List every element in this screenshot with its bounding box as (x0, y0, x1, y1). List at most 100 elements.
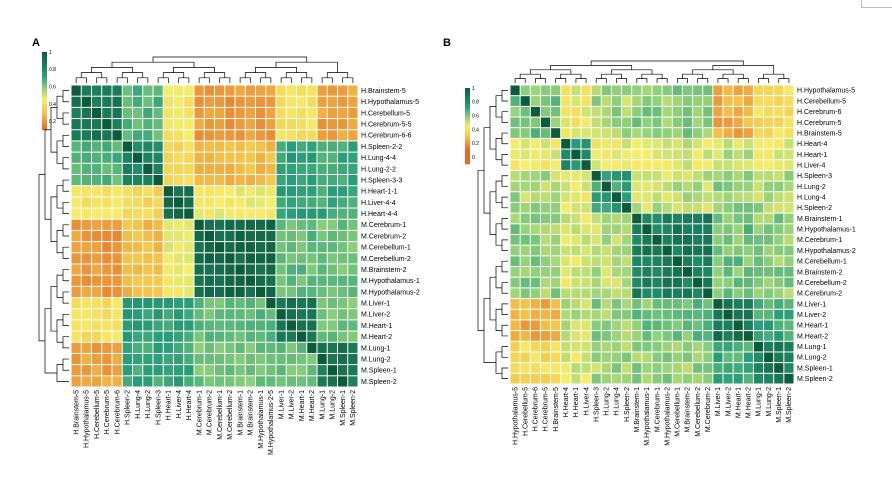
dendrogram-branch (62, 90, 69, 103)
heatmap-cell (225, 219, 235, 230)
heatmap-cell (530, 320, 540, 331)
heatmap-cell (81, 353, 91, 365)
heatmap-cell (530, 235, 540, 245)
heatmap-cell (194, 107, 204, 119)
heatmap-cell (348, 152, 358, 163)
column-label: M.Hypothalamus-2-5 (268, 390, 275, 455)
heatmap-cell (540, 235, 551, 245)
heatmap-cell (235, 230, 245, 242)
heatmap-cell (642, 170, 652, 181)
heatmap-cell (327, 230, 337, 242)
heatmap-cell (143, 342, 153, 353)
heatmap-cell (693, 341, 703, 352)
heatmap-cell (174, 275, 184, 286)
heatmap-cell (743, 96, 753, 106)
column-label: M.Spleen-1 (340, 390, 347, 426)
dendrogram-branch (501, 282, 508, 294)
heatmap-cell (286, 253, 296, 264)
heatmap-cell (622, 138, 632, 149)
heatmap-cell (784, 170, 794, 181)
heatmap-cell (143, 85, 153, 96)
heatmap-cell (112, 174, 122, 186)
heatmap-cell (743, 235, 753, 245)
column-label: H.Cerebellum-5 (94, 390, 101, 439)
panel-a-column-labels: H.Brainstem-5 H.Hypothalamus-5 H.Cerebellu… (73, 390, 357, 455)
heatmap-cell (215, 353, 225, 365)
heatmap-cell (225, 85, 235, 96)
heatmap-cell (520, 181, 530, 192)
heatmap-cell (784, 128, 794, 138)
heatmap-cell (256, 96, 266, 107)
row-label: M.Spleen-2 (361, 379, 397, 386)
dendrogram-branch (778, 78, 790, 83)
heatmap-cell (672, 363, 682, 373)
heatmap-cell (143, 186, 153, 197)
heatmap-cell (112, 141, 122, 152)
heatmap-cell (204, 376, 214, 387)
heatmap-cell (662, 235, 672, 245)
row-label: M.Cerebrum-1 (797, 237, 842, 244)
row-label: M.Spleen-2 (797, 376, 833, 383)
heatmap-cell (561, 320, 571, 331)
heatmap-cell (235, 309, 245, 320)
heatmap-cell (163, 264, 173, 275)
heatmap-cell (256, 174, 266, 186)
heatmap-cell (581, 149, 591, 160)
heatmap-cell (307, 353, 317, 365)
heatmap-cell (245, 353, 255, 365)
heatmap-cell (774, 341, 784, 352)
heatmap-cell (348, 342, 358, 353)
heatmap-cell (215, 376, 225, 387)
heatmap-cell (297, 298, 307, 309)
heatmap-cell (764, 106, 774, 117)
heatmap-cell (561, 267, 571, 277)
heatmap-cell (530, 85, 540, 96)
heatmap-cell (551, 138, 561, 149)
dendrogram-branch (203, 72, 226, 78)
heatmap-cell (194, 275, 204, 286)
heatmap-cell (71, 309, 81, 320)
heatmap-cell (551, 85, 561, 96)
heatmap-cell (235, 141, 245, 152)
heatmap-cell (276, 365, 286, 376)
heatmap-cell (753, 170, 764, 181)
dendrogram-branch (326, 72, 349, 78)
heatmap-cell (204, 219, 214, 230)
heatmap-cell (774, 160, 784, 170)
heatmap-cell (245, 130, 255, 141)
heatmap-cell (266, 152, 276, 163)
heatmap-cell (652, 149, 662, 160)
heatmap-cell (662, 267, 672, 277)
heatmap-cell (652, 138, 662, 149)
heatmap-cell (92, 141, 102, 152)
heatmap-cell (510, 299, 520, 309)
heatmap-cell (286, 298, 296, 309)
heatmap-cell (652, 245, 662, 256)
heatmap-cell (81, 242, 91, 253)
heatmap-cell (723, 363, 733, 373)
dendrogram-branch (62, 134, 69, 147)
heatmap-cell (703, 309, 713, 320)
row-label: M.Hypothalamus-1 (797, 227, 856, 234)
heatmap-cell (693, 128, 703, 138)
heatmap-cell (601, 363, 611, 373)
heatmap-cell (215, 342, 225, 353)
heatmap-cell (601, 192, 611, 202)
heatmap-cell (520, 341, 530, 352)
heatmap-cell (510, 352, 520, 363)
heatmap-cell (743, 373, 753, 384)
heatmap-cell (153, 141, 163, 152)
heatmap-cell (662, 256, 672, 267)
heatmap-cell (276, 85, 286, 96)
heatmap-cell (520, 309, 530, 320)
heatmap-cell (551, 277, 561, 288)
heatmap-cell (266, 298, 276, 309)
heatmap-cell (652, 170, 662, 181)
dendrogram-branch (595, 78, 607, 83)
heatmap-cell (348, 208, 358, 219)
heatmap-cell (632, 96, 642, 106)
heatmap-cell (133, 152, 143, 163)
heatmap-cell (713, 352, 723, 363)
heatmap-cell (713, 149, 723, 160)
heatmap-cell (622, 224, 632, 234)
